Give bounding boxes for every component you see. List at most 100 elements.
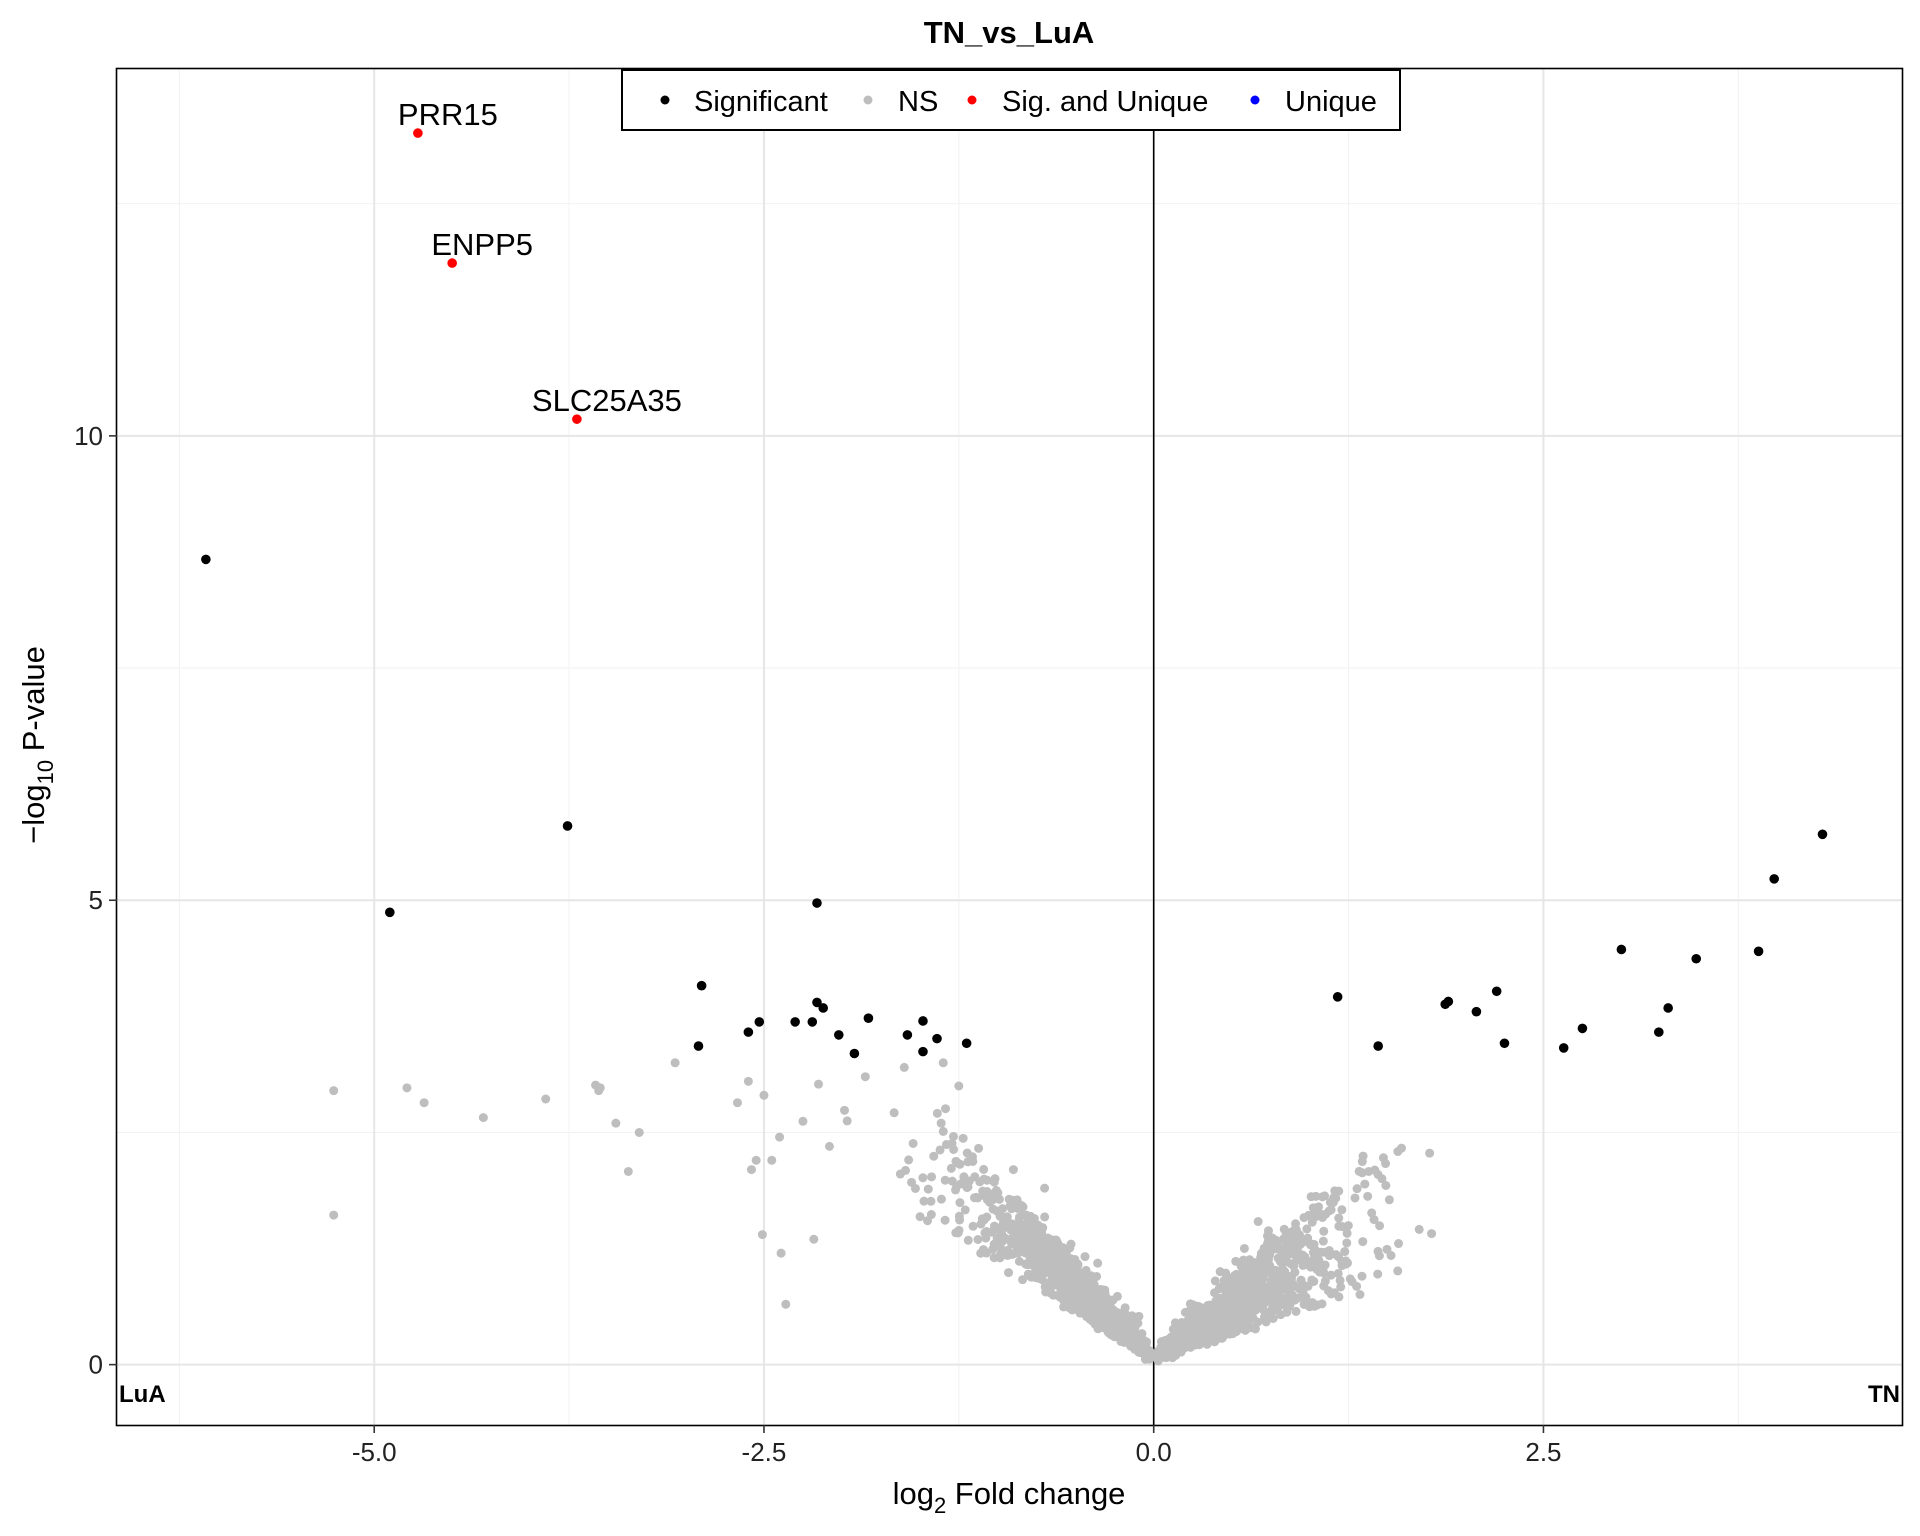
ns-point — [1373, 1169, 1383, 1179]
ns-point — [1007, 1219, 1017, 1229]
ns-point — [767, 1155, 777, 1165]
ns-point — [1317, 1299, 1327, 1309]
ns-point — [1319, 1226, 1329, 1236]
ns-point — [1210, 1288, 1220, 1298]
x-axis-label-suffix: Fold change — [946, 1476, 1125, 1511]
x-tick-label: 0.0 — [1136, 1437, 1172, 1467]
ns-point — [775, 1132, 785, 1142]
ns-point — [932, 1108, 942, 1118]
significant-point — [807, 1017, 818, 1027]
ns-point — [954, 1225, 964, 1235]
ns-point — [907, 1177, 917, 1187]
ns-point — [1287, 1244, 1297, 1254]
ns-point — [1318, 1263, 1328, 1273]
ns-point — [1134, 1335, 1144, 1345]
x-axis-label: log2 Fold change — [893, 1476, 1126, 1518]
ns-point — [1266, 1276, 1276, 1286]
ns-point — [1025, 1241, 1035, 1251]
ns-point — [941, 1140, 951, 1150]
ns-point — [940, 1215, 950, 1225]
ns-point — [1340, 1247, 1350, 1257]
ns-point — [948, 1131, 958, 1141]
legend-label-unique: Unique — [1285, 86, 1377, 118]
ns-point — [979, 1164, 989, 1174]
ns-point — [1014, 1256, 1024, 1266]
ns-point — [1320, 1276, 1330, 1286]
ns-point — [781, 1299, 791, 1309]
significant-point — [902, 1030, 913, 1040]
ns-point — [915, 1212, 925, 1222]
significant-point — [932, 1033, 942, 1044]
ns-point — [1314, 1202, 1324, 1212]
ns-point — [968, 1221, 978, 1231]
significant-point — [1332, 992, 1343, 1002]
ns-point — [1007, 1204, 1017, 1214]
significant-point — [833, 1030, 844, 1040]
ns-point — [946, 1163, 956, 1173]
significant-point — [1558, 1043, 1569, 1053]
ns-point — [814, 1079, 824, 1089]
ns-point — [1325, 1197, 1335, 1207]
significant-point — [1691, 953, 1702, 964]
x-axis-ticks: -5.0 -2.5 0.0 2.5 — [352, 1425, 1562, 1467]
ns-point — [1357, 1168, 1367, 1178]
ns-point — [1211, 1296, 1221, 1306]
ns-point — [988, 1195, 998, 1205]
ns-point — [1174, 1326, 1184, 1336]
ns-point — [1317, 1192, 1327, 1202]
ns-point — [908, 1138, 918, 1148]
ns-point — [1334, 1186, 1344, 1196]
significant-points — [201, 554, 1828, 1059]
ns-point — [1251, 1259, 1261, 1269]
ns-point — [1307, 1217, 1317, 1227]
ns-point — [1093, 1258, 1103, 1268]
ns-point — [757, 1230, 767, 1240]
ns-point — [1055, 1268, 1065, 1278]
ns-point — [1291, 1251, 1301, 1261]
ns-point — [989, 1221, 999, 1231]
ns-point — [1219, 1281, 1229, 1291]
ns-point — [1342, 1238, 1352, 1248]
ns-point — [1278, 1256, 1288, 1266]
significant-point — [1663, 1003, 1673, 1013]
ns-point — [1271, 1265, 1281, 1275]
ns-point — [904, 1155, 914, 1165]
ns-point — [936, 1194, 946, 1204]
y-tick-label: 0 — [89, 1350, 103, 1380]
ns-point — [1281, 1285, 1291, 1295]
ns-point — [1140, 1354, 1150, 1364]
ns-point — [1056, 1261, 1066, 1271]
ns-point — [938, 1058, 948, 1068]
ns-point — [1373, 1269, 1383, 1279]
ns-point — [949, 1144, 959, 1154]
significant-point — [1577, 1023, 1588, 1034]
gene-label: ENPP5 — [431, 227, 533, 262]
ns-point — [951, 1156, 961, 1166]
ns-point — [840, 1105, 850, 1115]
ns-point — [746, 1165, 756, 1175]
legend-label-ns: NS — [898, 86, 938, 118]
ns-point — [842, 1116, 852, 1126]
ns-point — [1265, 1296, 1275, 1306]
ns-point — [1040, 1212, 1050, 1222]
ns-point — [895, 1169, 905, 1179]
ns-point — [1238, 1255, 1248, 1265]
ns-point — [1113, 1327, 1123, 1337]
ns-point — [1055, 1242, 1065, 1252]
sig-unique-point — [447, 258, 457, 268]
ns-point — [1020, 1233, 1030, 1243]
ns-point — [918, 1173, 928, 1183]
ns-point — [541, 1094, 551, 1104]
ns-point — [940, 1175, 950, 1185]
ns-point — [1064, 1254, 1074, 1264]
ns-point — [1141, 1339, 1151, 1349]
ns-point — [1318, 1236, 1328, 1246]
ns-point — [929, 1151, 939, 1161]
ns-point — [1174, 1345, 1184, 1355]
ns-point — [899, 1062, 909, 1072]
ns-point — [1291, 1306, 1301, 1316]
ns-point — [1302, 1224, 1312, 1234]
ns-point — [1335, 1275, 1345, 1285]
ns-point — [1374, 1251, 1384, 1261]
significant-point — [1753, 946, 1764, 957]
